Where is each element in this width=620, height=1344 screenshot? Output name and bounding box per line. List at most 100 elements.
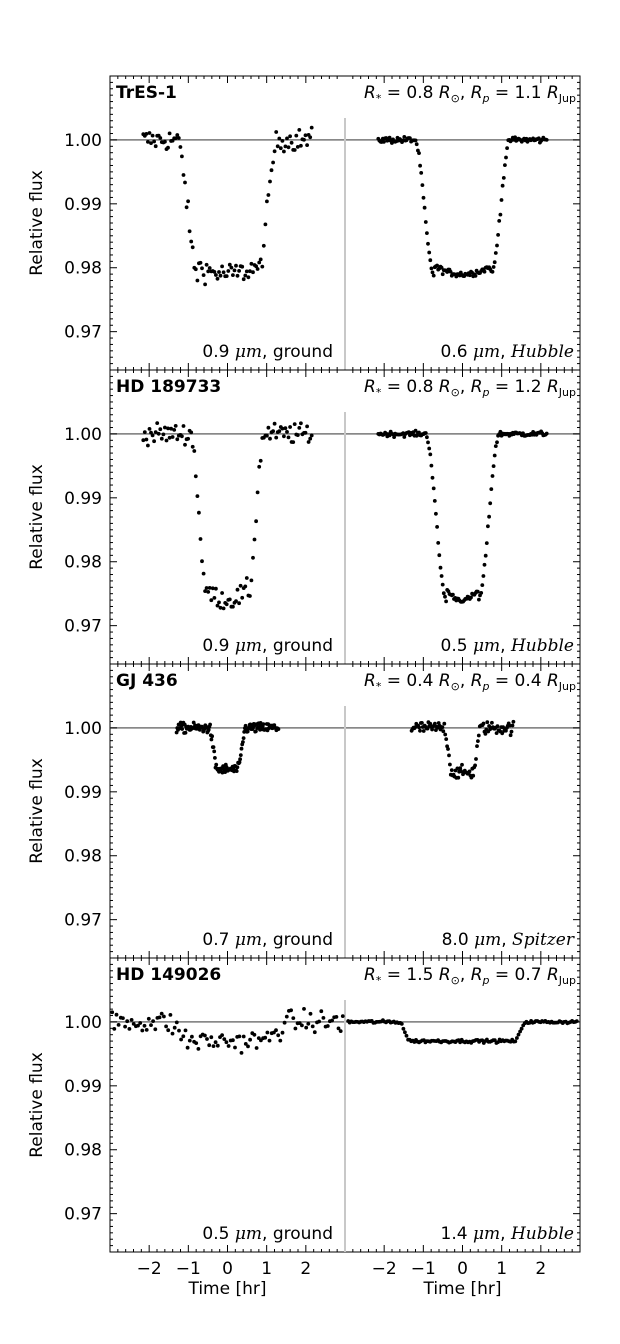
x-tick-label: −1 (411, 1259, 436, 1279)
series-left: 0.5 μm, ground (110, 1007, 345, 1244)
y-tick-label: 0.98 (64, 259, 102, 279)
data-point (210, 734, 215, 739)
y-tick-label: 0.97 (64, 323, 102, 343)
data-point (263, 222, 268, 227)
data-point (430, 270, 435, 275)
series-right: 8.0 μm, Spitzer (409, 719, 575, 950)
data-point (475, 744, 479, 748)
data-point (302, 1007, 306, 1011)
data-point (418, 728, 422, 733)
data-point (215, 276, 220, 281)
data-point (231, 273, 235, 277)
star-parameters: R* = 0.8 R⊙, Rp = 1.2 RJup (364, 377, 576, 399)
data-point (204, 586, 209, 590)
data-point (437, 553, 442, 558)
data-point (237, 601, 242, 606)
data-point (189, 239, 194, 244)
data-point (149, 430, 153, 435)
data-point (433, 721, 437, 726)
y-tick-label: 0.99 (64, 1077, 102, 1097)
data-point (501, 176, 506, 180)
data-point (491, 464, 496, 468)
x-tick-label: 2 (300, 1259, 311, 1279)
data-point (428, 452, 433, 457)
data-point (255, 267, 260, 271)
data-point (190, 245, 195, 250)
y-axis: 1.00 0.99 0.98 0.97 Relative flux (27, 963, 580, 1247)
data-point (240, 264, 245, 269)
data-point (180, 154, 184, 159)
data-point (157, 1015, 162, 1020)
data-point (441, 591, 446, 596)
data-point (125, 1019, 130, 1024)
data-point (169, 426, 174, 431)
star-name: GJ 436 (116, 671, 178, 691)
data-point (207, 1043, 212, 1048)
data-point (246, 1044, 250, 1049)
data-point (511, 719, 516, 724)
data-point (498, 212, 503, 217)
data-point (269, 168, 274, 173)
data-point (239, 746, 244, 751)
data-point (402, 435, 407, 439)
data-point (243, 584, 248, 589)
data-point (504, 728, 508, 733)
data-point (293, 1026, 298, 1031)
data-point (272, 421, 277, 426)
data-point (467, 769, 472, 774)
data-point (476, 739, 480, 743)
data-point (425, 726, 430, 731)
data-point (192, 449, 197, 453)
data-point (282, 434, 286, 439)
data-point (187, 229, 192, 234)
y-axis-label: Relative flux (27, 1052, 47, 1158)
data-point (434, 511, 438, 516)
data-point (239, 1051, 244, 1055)
data-point (166, 426, 170, 431)
y-tick-label: 1.00 (64, 1013, 102, 1033)
star-name: HD 189733 (116, 377, 221, 397)
data-point (492, 453, 497, 458)
data-point (289, 1008, 293, 1013)
data-point (282, 149, 286, 154)
data-point (325, 1024, 330, 1028)
x-axis-label: Time [hr] (422, 1279, 501, 1299)
x-axis-label: Time [hr] (187, 1279, 266, 1299)
data-point (116, 1023, 121, 1027)
data-point (186, 199, 191, 204)
data-point (448, 269, 453, 274)
data-point (288, 425, 292, 429)
data-point (419, 171, 424, 175)
data-point (244, 269, 249, 274)
star-parameters: R* = 1.5 R⊙, Rp = 0.7 RJup (364, 965, 576, 987)
data-point (175, 437, 180, 442)
data-point (190, 1034, 194, 1039)
data-point (317, 1019, 321, 1024)
data-point (181, 173, 186, 177)
data-point (493, 251, 498, 255)
data-point (496, 233, 500, 237)
y-axis: 1.00 0.99 0.98 0.97 Relative flux (27, 375, 580, 659)
channel-label: 8.0 μm, Spitzer (442, 930, 575, 950)
data-point (231, 604, 235, 609)
data-point (507, 723, 512, 728)
data-point (280, 1030, 285, 1035)
data-point (268, 179, 272, 184)
data-point (203, 1033, 207, 1038)
data-point (519, 1026, 524, 1031)
data-point (167, 435, 172, 440)
data-point (283, 144, 288, 149)
data-point (490, 720, 494, 725)
series-right: 0.5 μm, Hubble (376, 428, 574, 656)
data-point (244, 576, 249, 580)
data-point (166, 145, 170, 150)
data-point (285, 136, 289, 141)
data-point (205, 1037, 209, 1041)
data-point (305, 143, 309, 148)
data-point (482, 562, 487, 567)
data-point (213, 1040, 218, 1045)
data-point (299, 143, 303, 148)
data-point (490, 474, 495, 478)
data-point (214, 586, 218, 591)
data-point (261, 722, 266, 726)
